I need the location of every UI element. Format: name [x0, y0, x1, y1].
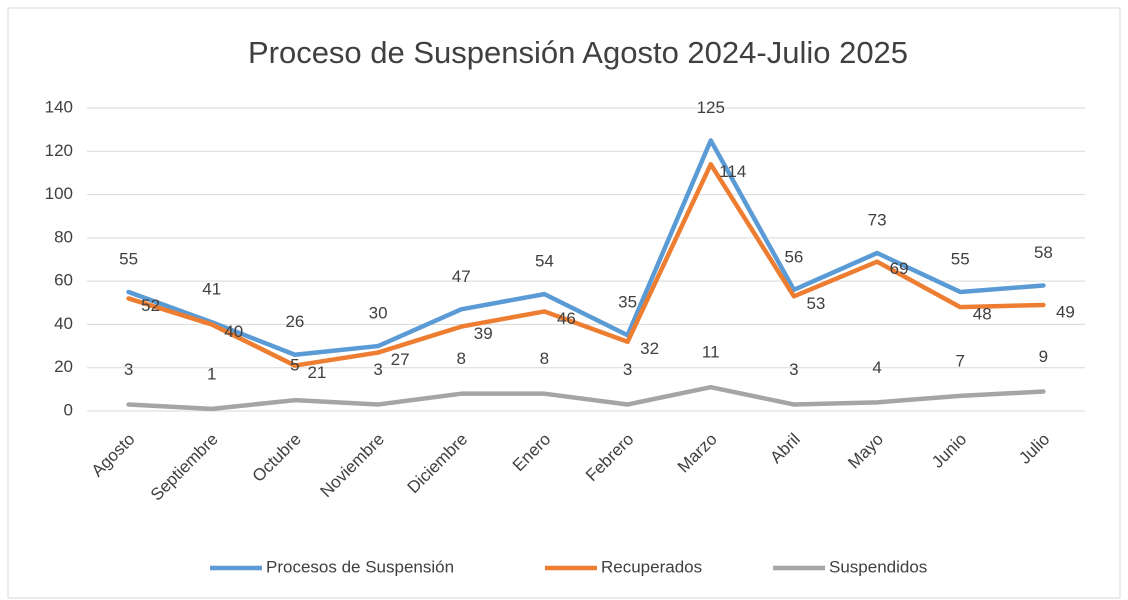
series-line: [126, 162, 1046, 368]
data-label: 9: [1039, 347, 1048, 366]
y-tick-label: 60: [54, 271, 73, 290]
data-label: 56: [784, 247, 803, 266]
data-label: 8: [540, 349, 549, 368]
data-label: 35: [618, 293, 637, 312]
data-label: 41: [202, 280, 221, 299]
data-label: 55: [951, 249, 970, 268]
series-line: [126, 138, 1046, 357]
data-label: 114: [719, 162, 746, 181]
data-label: 46: [557, 309, 576, 328]
chart-title: Proceso de Suspensión Agosto 2024-Julio …: [248, 35, 908, 70]
data-label: 3: [789, 360, 798, 379]
data-label: 73: [868, 210, 887, 229]
data-label: 26: [285, 312, 304, 331]
data-label: 40: [224, 322, 243, 341]
data-label: 5: [290, 356, 299, 375]
legend-label: Suspendidos: [829, 557, 927, 576]
data-label: 7: [956, 351, 965, 370]
data-label: 54: [535, 252, 554, 271]
data-label: 32: [640, 339, 659, 358]
data-label: 4: [872, 358, 881, 377]
data-label: 69: [890, 259, 909, 278]
data-label: 47: [452, 267, 471, 286]
y-tick-label: 120: [45, 141, 73, 160]
data-label: 55: [119, 249, 138, 268]
data-label: 53: [806, 294, 825, 313]
data-label: 48: [973, 305, 992, 324]
series-line: [126, 384, 1046, 412]
legend-label: Procesos de Suspensión: [266, 557, 454, 576]
y-tick-label: 80: [54, 227, 73, 246]
data-label: 27: [391, 350, 410, 369]
y-tick-label: 140: [45, 97, 73, 116]
data-label: 49: [1056, 302, 1075, 321]
legend-label: Recuperados: [601, 557, 702, 576]
data-label: 39: [474, 324, 493, 343]
data-label: 3: [373, 360, 382, 379]
y-tick-label: 20: [54, 357, 73, 376]
data-label: 3: [124, 360, 133, 379]
data-label: 52: [141, 296, 160, 315]
y-tick-label: 0: [64, 400, 73, 419]
data-label: 8: [457, 349, 466, 368]
data-label: 3: [623, 360, 632, 379]
y-tick-label: 40: [54, 314, 73, 333]
data-label: 11: [702, 343, 720, 362]
data-label: 21: [307, 363, 326, 382]
data-label: 125: [697, 98, 725, 117]
y-tick-label: 100: [45, 184, 73, 203]
data-label: 1: [207, 364, 216, 383]
data-label: 58: [1034, 243, 1053, 262]
data-label: 30: [369, 304, 388, 323]
